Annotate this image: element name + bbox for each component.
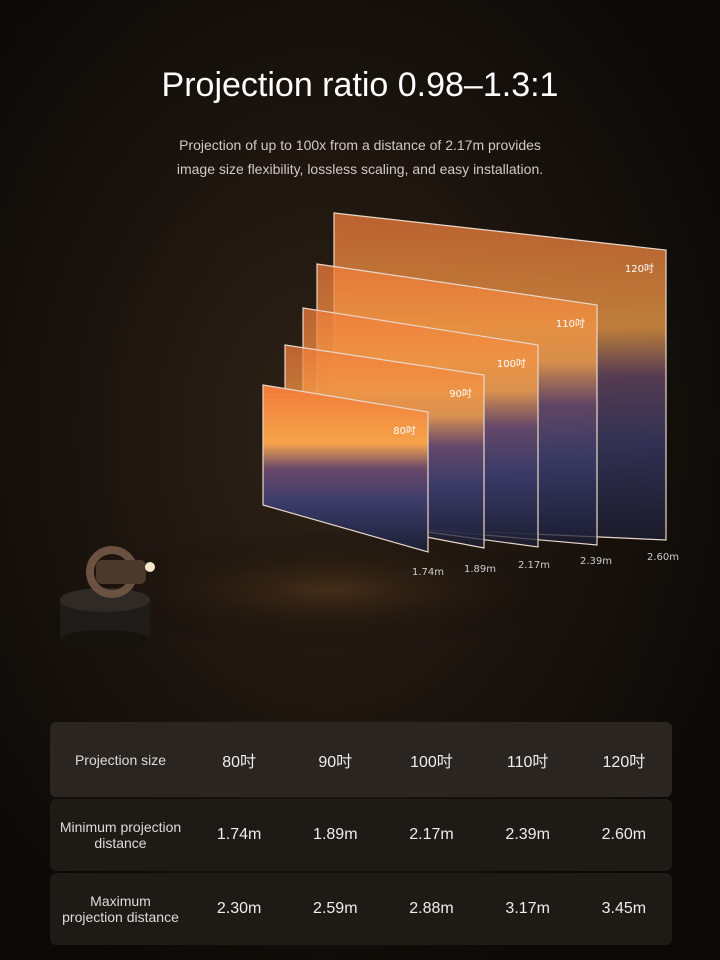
cell: 120吋: [575, 722, 672, 797]
distance-label: 2.17m: [518, 560, 550, 571]
cell: 2.60m: [575, 799, 672, 871]
screen-size-label: 90吋: [449, 388, 472, 400]
screen-size-label: 80吋: [393, 425, 416, 437]
screen-size-label: 110吋: [556, 318, 585, 330]
table-row: Projection size 80吋 90吋 100吋 110吋 120吋: [50, 722, 672, 797]
projection-screen: [262, 384, 429, 553]
cell: 3.45m: [575, 873, 672, 945]
cell: 2.30m: [191, 873, 288, 945]
cell: 1.89m: [287, 799, 384, 871]
subtitle: image size flexibility, lossless scaling…: [176, 161, 544, 177]
cell: 100吋: [383, 722, 480, 797]
row-label: Maximum projection distance: [50, 873, 191, 945]
cell: 80吋: [191, 722, 288, 797]
subtitle: Projection of up to 100x from a distance…: [179, 137, 541, 153]
projector: [60, 546, 155, 650]
screen-size-label: 120吋: [625, 263, 654, 275]
cell: 2.39m: [479, 799, 576, 871]
cell: 110吋: [479, 722, 576, 797]
floor-glow: [70, 530, 590, 650]
cell: 1.74m: [191, 799, 288, 871]
spec-table: Projection size 80吋 90吋 100吋 110吋 120吋 Minimum…: [50, 720, 672, 947]
distance-label: 2.60m: [647, 552, 679, 563]
cell: 90吋: [287, 722, 384, 797]
cell: 2.17m: [383, 799, 480, 871]
screen-size-label: 100吋: [497, 358, 526, 370]
row-label: Minimum projection distance: [50, 799, 191, 871]
title: Projection ratio 0.98–1.3:1: [161, 66, 559, 104]
cell: 2.88m: [383, 873, 480, 945]
cell: 2.59m: [287, 873, 384, 945]
distance-label: 2.39m: [580, 556, 612, 567]
illustration: 120吋 110吋 100吋 90吋 80吋 1.74m 1.89m 2.17m 2.39m 2.…: [60, 212, 679, 650]
table-row: Maximum projection distance 2.30m 2.59m 2.8…: [50, 873, 672, 945]
distance-label: 1.74m: [412, 567, 444, 578]
row-label: Projection size: [50, 722, 191, 797]
distance-label: 1.89m: [464, 564, 496, 575]
table-row: Minimum projection distance 1.74m 1.89m 2.1…: [50, 799, 672, 871]
cell: 3.17m: [479, 873, 576, 945]
